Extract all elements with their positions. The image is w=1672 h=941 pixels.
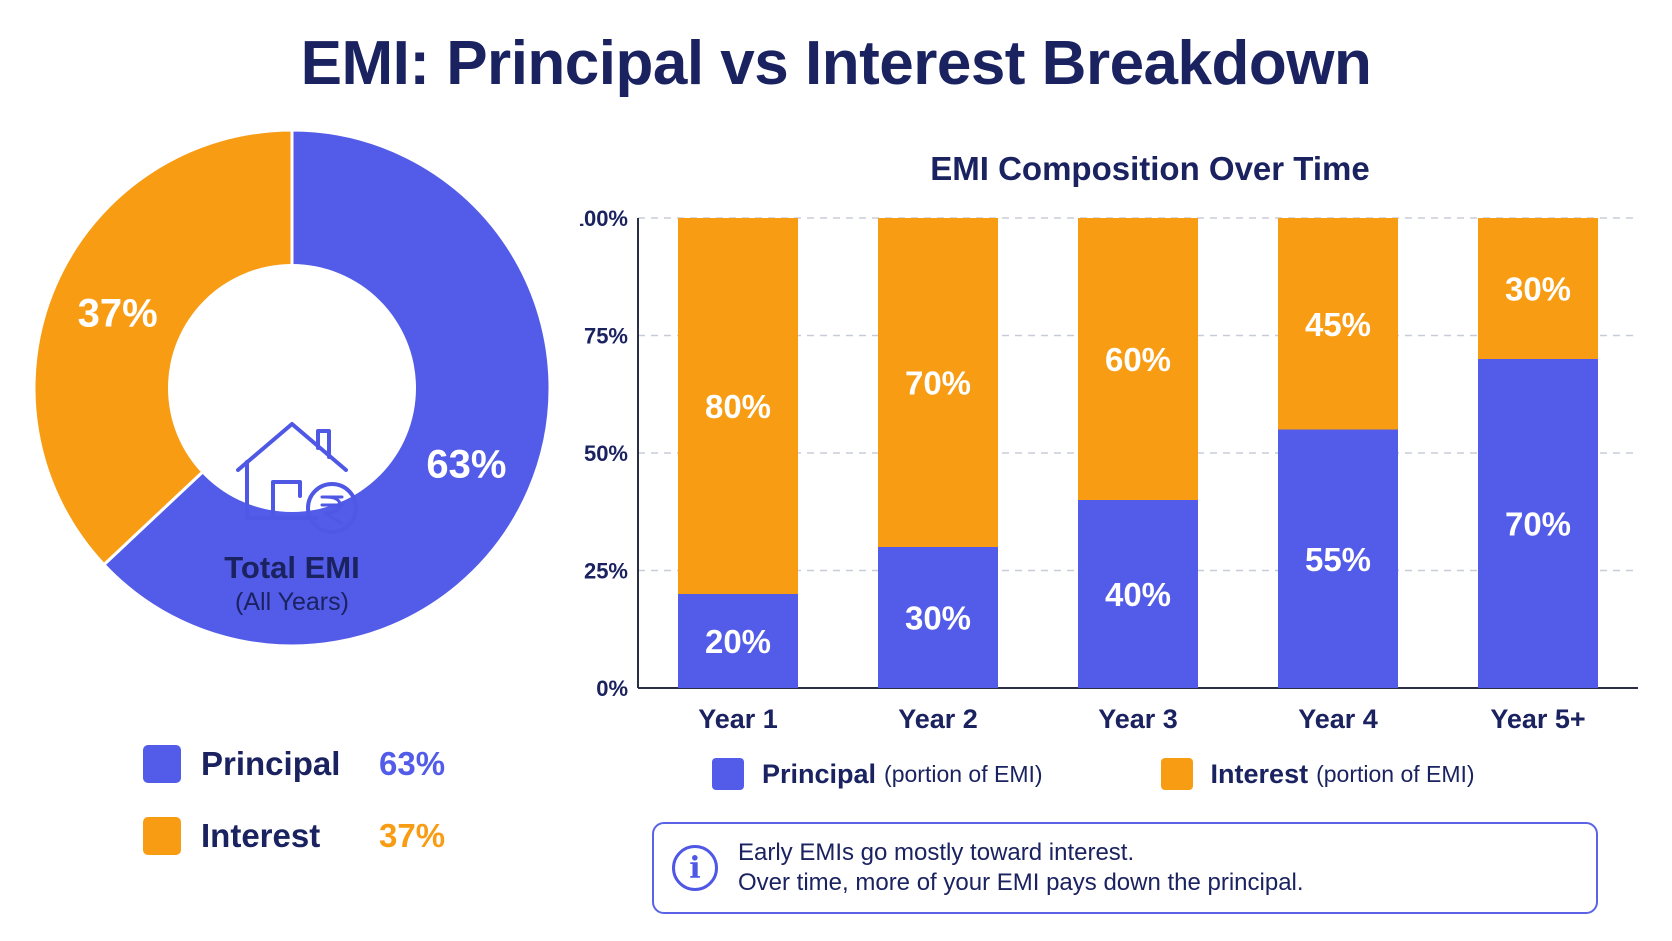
legend-label: Interest	[201, 817, 321, 854]
x-tick-label: Year 4	[1298, 704, 1378, 734]
bar-principal-4	[1278, 429, 1398, 688]
bar-label-interest-1: 80%	[705, 388, 771, 425]
bar-chart-title: EMI Composition Over Time	[930, 150, 1370, 187]
info-line-1: Early EMIs go mostly toward interest.	[738, 839, 1135, 866]
interest-swatch	[1160, 758, 1193, 790]
bar-interest-4	[1278, 218, 1398, 430]
donut-legend: Principal 63% Interest 37%	[143, 728, 445, 872]
y-tick-label: 25%	[584, 559, 628, 584]
legend-label: Principal	[201, 745, 341, 782]
bar-label-interest-2: 70%	[905, 365, 971, 402]
x-tick-label: Year 2	[898, 704, 978, 734]
interest-swatch	[143, 817, 181, 855]
bar-legend-label: Interest	[1210, 758, 1309, 789]
bar-principal-2	[878, 547, 998, 688]
x-tick-label: Year 3	[1098, 704, 1178, 734]
donut-chart: Total EMI (All Years) 63% 37%	[32, 128, 552, 648]
legend-item-interest: Interest 37%	[143, 800, 445, 872]
x-tick-label: Year 1	[698, 704, 778, 734]
house-rupee-icon	[236, 422, 358, 534]
bar-label-principal-5: 70%	[1505, 506, 1571, 543]
bar-label-principal-1: 20%	[705, 623, 771, 660]
bar-legend-note: (portion of EMI)	[884, 760, 1043, 787]
bar-label-principal-2: 30%	[905, 600, 971, 637]
bar-label-principal-4: 55%	[1305, 541, 1371, 578]
bar-interest-5	[1478, 218, 1598, 359]
bar-interest-2	[878, 218, 998, 547]
principal-swatch	[143, 745, 181, 783]
bar-legend: Principal (portion of EMI) Interest (por…	[712, 758, 1475, 790]
bar-principal-1	[678, 594, 798, 688]
y-tick-label: 75%	[584, 324, 628, 349]
bar-legend-label: Principal	[762, 758, 877, 789]
x-tick-label: Year 5+	[1490, 704, 1585, 734]
info-callout: i Early EMIs go mostly toward interest. …	[652, 822, 1598, 914]
info-icon: i	[672, 845, 718, 891]
info-line-2: Over time, more of your EMI pays down th…	[738, 869, 1304, 896]
y-tick-label: 100%	[580, 206, 628, 231]
page-title: EMI: Principal vs Interest Breakdown	[300, 29, 1372, 98]
donut-center-sublabel: (All Years)	[235, 588, 349, 616]
bar-legend-interest: Interest (portion of EMI)	[1160, 758, 1475, 790]
legend-item-principal: Principal 63%	[143, 728, 445, 800]
donut-center	[168, 264, 416, 512]
principal-swatch	[712, 758, 744, 790]
y-tick-label: 0%	[596, 676, 628, 701]
bar-principal-3	[1078, 500, 1198, 688]
donut-center-label: Total EMI	[224, 550, 359, 585]
donut-label-interest: 37%	[78, 292, 158, 336]
bar-label-principal-3: 40%	[1105, 576, 1171, 613]
y-tick-label: 50%	[584, 441, 628, 466]
info-text: Early EMIs go mostly toward interest. Ov…	[738, 838, 1304, 898]
legend-value: 37%	[379, 817, 446, 854]
legend-value: 63%	[379, 745, 446, 782]
bar-legend-principal: Principal (portion of EMI)	[712, 758, 1043, 790]
bar-interest-1	[678, 218, 798, 594]
donut-slice-interest	[32, 128, 294, 567]
stacked-bar-chart: 0% 25% 50% 75% 100% 20% 80% 30% 70% 40% 60% 55% 45%…	[580, 206, 1638, 734]
donut-label-principal: 63%	[426, 442, 506, 486]
bar-label-interest-3: 60%	[1105, 341, 1171, 378]
bar-legend-note: (portion of EMI)	[1316, 760, 1475, 787]
bar-label-interest-5: 30%	[1505, 271, 1571, 308]
bar-principal-5	[1478, 359, 1598, 688]
bar-interest-3	[1078, 218, 1198, 500]
bar-label-interest-4: 45%	[1305, 306, 1371, 343]
